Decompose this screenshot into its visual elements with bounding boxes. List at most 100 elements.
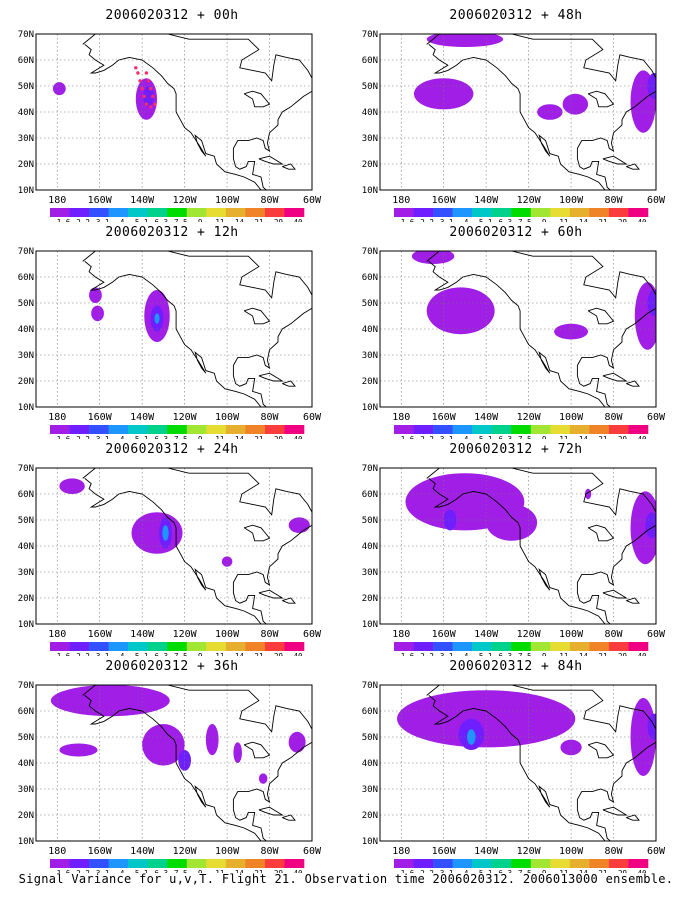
latitude-label: 50N	[362, 733, 378, 743]
longitude-label: 80W	[605, 629, 624, 640]
colorbar-label: 21	[598, 435, 607, 439]
latitude-label: 30N	[18, 785, 34, 795]
colorbar-label: 7.5	[174, 869, 188, 873]
colorbar-label: 1.6	[57, 435, 71, 439]
colorbar-label: 40	[293, 652, 303, 656]
colorbar-label: 1.6	[401, 652, 415, 656]
variance-shading	[162, 525, 169, 541]
latitude-label: 20N	[362, 811, 378, 821]
coastline	[426, 34, 656, 190]
colorbar-swatch	[69, 859, 90, 868]
colorbar-swatch	[284, 425, 305, 434]
latitude-label: 30N	[18, 134, 34, 144]
colorbar-swatch	[608, 208, 629, 217]
map-panel: 2006020312 + 60h 70N 60N 50N 40N 30N 20N 10N 180…	[348, 221, 684, 439]
colorbar-swatch	[284, 859, 305, 868]
colorbar-swatch	[394, 208, 414, 217]
colorbar-swatch	[530, 859, 551, 868]
colorbar-swatch	[128, 859, 148, 868]
latitude-label: 40N	[362, 325, 378, 335]
colorbar-label: 7.5	[518, 218, 532, 222]
colorbar-label: 29	[274, 218, 283, 222]
latitude-label: 10N	[18, 403, 34, 413]
colorbar-label: 3.1	[440, 218, 454, 222]
colorbar-label: 40	[293, 869, 303, 873]
colorbar-swatch	[452, 425, 473, 434]
colorbar-swatch	[225, 859, 246, 868]
colorbar-label: 3.1	[440, 869, 454, 873]
colorbar-swatch	[186, 425, 207, 434]
latitude-label: 10N	[18, 837, 34, 847]
longitude-label: 180	[48, 629, 66, 640]
latitude-label: 20N	[362, 594, 378, 604]
map-plot: 70N 60N 50N 40N 30N 20N 10N 180 160W 140W 120W 100W…	[362, 681, 666, 873]
colorbar-swatch	[264, 642, 285, 651]
latitude-label: 60N	[18, 707, 34, 717]
longitude-label: 60W	[647, 195, 666, 206]
colorbar-swatch	[50, 208, 70, 217]
colorbar-swatch	[511, 208, 532, 217]
latitude-label: 30N	[18, 568, 34, 578]
latitude-label: 60N	[362, 707, 378, 717]
latitude-label: 40N	[18, 542, 34, 552]
colorbar-swatch	[472, 208, 492, 217]
longitude-label: 160W	[432, 195, 457, 206]
map-panel: 2006020312 + 00h 70N 60N 50N 40N 30N 20N 10N 180…	[4, 4, 340, 222]
colorbar-swatch	[264, 425, 285, 434]
colorbar-label: 21	[254, 869, 263, 873]
latitude-label: 40N	[18, 108, 34, 118]
colorbar-label: 4	[464, 869, 469, 873]
panel-title: 2006020312 + 12h	[105, 225, 239, 240]
colorbar-label: 1.6	[57, 652, 71, 656]
colorbar-label: 9	[198, 218, 203, 222]
longitude-label: 60W	[303, 195, 322, 206]
latitude-label: 10N	[362, 620, 378, 630]
colorbar-swatch	[589, 208, 610, 217]
colorbar-swatch	[413, 208, 434, 217]
latitude-label: 20N	[18, 594, 34, 604]
latitude-label: 40N	[18, 759, 34, 769]
colorbar-swatch	[511, 425, 532, 434]
longitude-label: 80W	[605, 195, 624, 206]
longitude-label: 140W	[130, 412, 155, 423]
colorbar-swatch	[167, 208, 188, 217]
colorbar-swatch	[50, 859, 70, 868]
variance-shading	[645, 512, 656, 539]
variance-shading	[396, 690, 576, 748]
coastline	[82, 685, 312, 841]
colorbar-swatch	[433, 642, 453, 651]
variance-shading	[221, 556, 233, 567]
colorbar-swatch	[472, 642, 492, 651]
colorbar-label: 3.1	[96, 218, 110, 222]
colorbar-label: 2.2	[420, 218, 434, 222]
colorbar-swatch	[491, 642, 512, 651]
colorbar-label: 3.1	[440, 435, 454, 439]
colorbar-swatch	[433, 425, 453, 434]
colorbar-swatch	[491, 859, 512, 868]
colorbar-swatch	[89, 642, 109, 651]
variance-shading	[59, 478, 85, 494]
latitude-label: 70N	[18, 30, 34, 40]
variance-shading	[443, 509, 457, 531]
colorbar-swatch	[147, 859, 168, 868]
colorbar-label: 14	[579, 435, 589, 439]
latitude-label: 10N	[18, 186, 34, 196]
colorbar-swatch	[472, 859, 492, 868]
colorbar-label: 9	[198, 869, 203, 873]
colorbar-swatch	[89, 208, 109, 217]
observation-markers	[134, 66, 157, 109]
colorbar-label: 2.2	[76, 652, 90, 656]
colorbar-swatch	[50, 642, 70, 651]
latitude-label: 10N	[18, 620, 34, 630]
colorbar-swatch	[530, 425, 551, 434]
colorbar-swatch	[69, 208, 90, 217]
colorbar-label: 9	[542, 869, 547, 873]
latitude-label: 60N	[362, 273, 378, 283]
colorbar-swatch	[186, 208, 207, 217]
colorbar-label: 29	[618, 218, 627, 222]
colorbar-swatch	[69, 642, 90, 651]
colorbar-label: 2.2	[420, 869, 434, 873]
latitude-label: 40N	[362, 542, 378, 552]
colorbar-swatch	[452, 642, 473, 651]
colorbar-swatch	[50, 425, 70, 434]
